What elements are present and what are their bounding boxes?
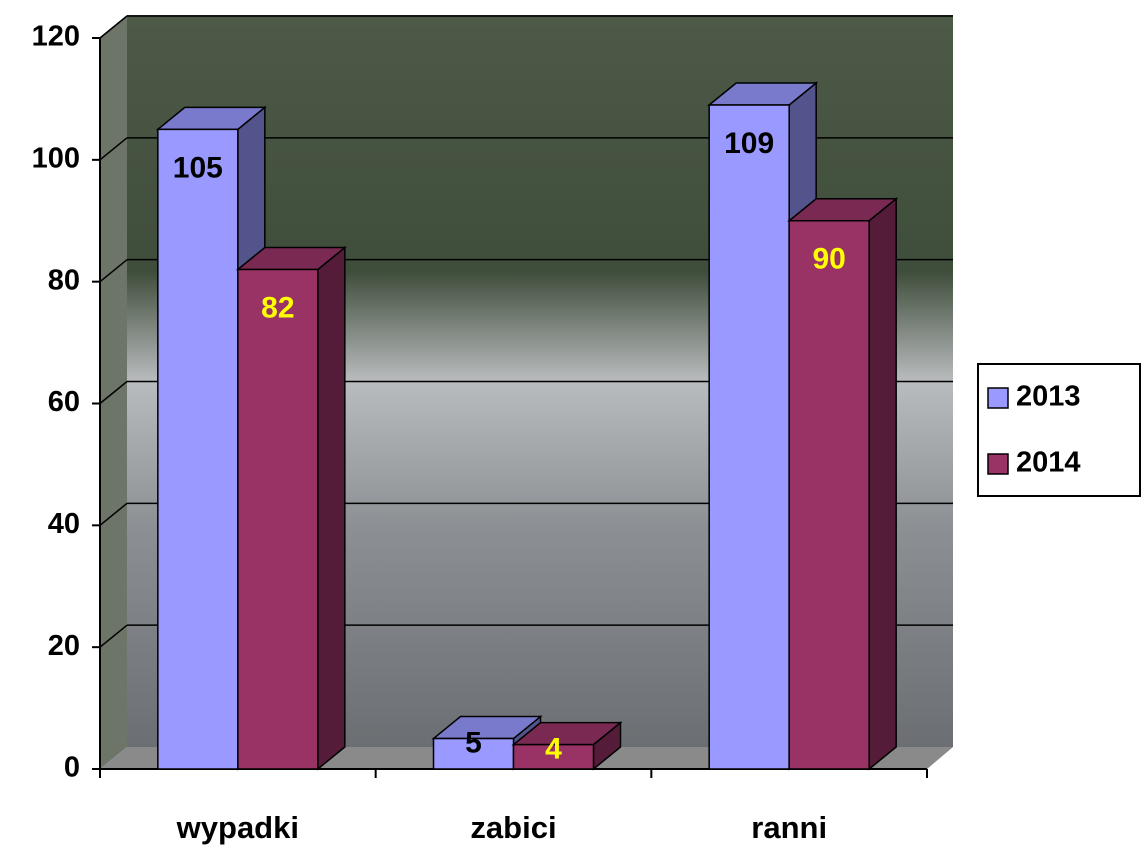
data-label: 90	[812, 243, 845, 276]
data-label: 5	[465, 726, 482, 759]
bar	[789, 221, 869, 769]
data-label: 105	[173, 151, 223, 184]
x-tick-label: zabici	[470, 810, 556, 845]
chart: 0 20 40 60 80 100 120 wypadki 105 82 zabici 5 4 ranni…	[0, 0, 1141, 846]
y-tick-label: 80	[48, 264, 80, 296]
y-tick-label: 60	[48, 386, 80, 418]
y-tick-label: 120	[32, 21, 80, 53]
bar-side	[869, 199, 896, 769]
data-label: 4	[545, 733, 562, 766]
legend-swatch	[988, 388, 1008, 408]
y-tick-label: 40	[48, 508, 80, 540]
legend-label: 2013	[1016, 381, 1081, 413]
bar-side	[318, 247, 345, 769]
bar	[238, 269, 318, 769]
page: 0 20 40 60 80 100 120 wypadki 105 82 zabici 5 4 ranni…	[0, 0, 1141, 846]
y-tick-label: 20	[48, 630, 80, 662]
x-tick-label: wypadki	[176, 810, 299, 845]
y-tick-label: 100	[32, 142, 80, 174]
data-label: 82	[261, 291, 294, 324]
y-tick-label: 0	[64, 752, 80, 784]
legend-label: 2014	[1016, 447, 1081, 479]
x-tick-label: ranni	[751, 810, 827, 845]
legend-swatch	[988, 454, 1008, 474]
bar	[709, 105, 789, 769]
data-label: 109	[724, 127, 774, 160]
bar	[158, 129, 238, 769]
